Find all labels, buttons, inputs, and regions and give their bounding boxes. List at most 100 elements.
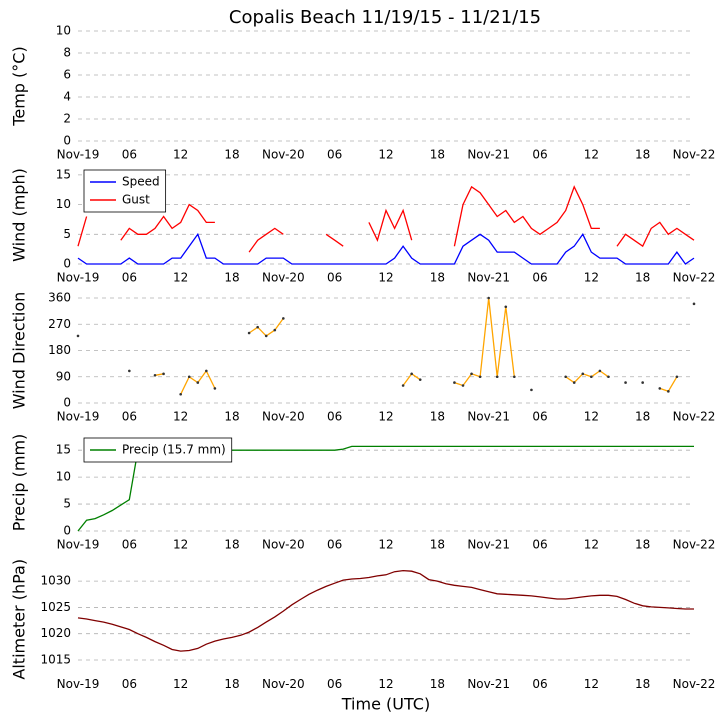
x-tick-label: 12	[378, 271, 393, 285]
x-tick-label: 12	[378, 148, 393, 162]
point	[581, 372, 585, 376]
point	[247, 331, 251, 335]
y-tick-label: 10	[56, 197, 71, 211]
x-tick-label: 18	[635, 148, 650, 162]
x-tick-label: Nov-19	[57, 677, 100, 691]
y-tick-label: 5	[63, 497, 71, 511]
x-tick-label: Nov-21	[467, 538, 510, 552]
y-tick-label: 15	[56, 167, 71, 181]
point	[410, 372, 413, 376]
x-tick-label: 12	[584, 410, 599, 424]
point	[667, 390, 670, 393]
x-tick-label: 12	[173, 410, 188, 424]
x-tick-label: 06	[327, 538, 342, 552]
y-axis-label: Precip (mm)	[10, 434, 29, 532]
point	[692, 302, 696, 306]
y-axis-label: Altimeter (hPa)	[10, 559, 29, 680]
x-tick-label: Nov-20	[262, 148, 305, 162]
point	[641, 381, 644, 384]
point	[273, 328, 277, 332]
point	[128, 369, 131, 373]
y-axis-label: Temp (°C)	[10, 46, 29, 126]
x-axis-label: Time (UTC)	[341, 695, 430, 714]
x-tick-label: Nov-20	[262, 677, 305, 691]
y-tick-label: 10	[56, 24, 71, 38]
point	[504, 305, 508, 309]
y-tick-label: 0	[63, 134, 71, 148]
x-tick-label: 12	[584, 677, 599, 691]
y-tick-label: 0	[63, 396, 71, 410]
y-tick-label: 1015	[40, 652, 71, 666]
legend-label: Speed	[122, 175, 160, 189]
x-tick-label: Nov-21	[467, 410, 510, 424]
point	[418, 378, 422, 381]
y-tick-label: 6	[63, 68, 71, 82]
series-line	[155, 298, 694, 394]
x-tick-label: Nov-20	[262, 271, 305, 285]
x-tick-label: 12	[378, 410, 393, 424]
point	[495, 375, 499, 379]
x-tick-label: 18	[430, 677, 445, 691]
y-tick-label: 270	[48, 317, 71, 331]
x-tick-label: Nov-21	[467, 271, 510, 285]
point	[478, 375, 482, 379]
x-tick-label: 18	[635, 677, 650, 691]
x-tick-label: Nov-22	[673, 677, 716, 691]
x-tick-label: Nov-21	[467, 677, 510, 691]
y-tick-label: 2	[63, 112, 71, 126]
x-tick-label: 18	[430, 148, 445, 162]
x-tick-label: 06	[122, 677, 137, 691]
x-tick-label: 18	[635, 410, 650, 424]
y-tick-label: 90	[56, 369, 71, 383]
x-tick-label: 06	[532, 410, 547, 424]
point	[461, 384, 465, 387]
y-tick-label: 5	[63, 227, 71, 241]
point	[598, 369, 602, 373]
y-tick-label: 1020	[40, 626, 71, 640]
x-tick-label: 18	[224, 538, 239, 552]
y-axis-label: Wind (mph)	[10, 168, 29, 262]
x-tick-label: 12	[173, 148, 188, 162]
point	[572, 381, 576, 384]
x-tick-label: Nov-19	[57, 410, 100, 424]
point	[162, 372, 165, 376]
series-line	[77, 569, 694, 652]
x-tick-label: 06	[532, 677, 547, 691]
y-tick-label: 1025	[40, 600, 71, 614]
x-tick-label: 18	[635, 271, 650, 285]
x-tick-label: Nov-20	[262, 538, 305, 552]
legend-label: Gust	[122, 193, 150, 207]
point	[607, 375, 610, 379]
point	[658, 387, 662, 390]
x-tick-label: 12	[378, 538, 393, 552]
legend: Precip (15.7 mm)	[83, 437, 233, 463]
x-tick-label: 18	[430, 538, 445, 552]
point	[624, 381, 627, 384]
x-tick-label: 06	[532, 538, 547, 552]
x-tick-label: Nov-21	[467, 148, 510, 162]
point	[76, 334, 80, 338]
point	[487, 296, 490, 300]
x-tick-label: Nov-19	[57, 271, 100, 285]
y-tick-label: 180	[48, 343, 71, 357]
x-tick-label: 06	[122, 410, 137, 424]
point	[256, 325, 259, 329]
x-tick-label: 18	[224, 677, 239, 691]
point	[513, 375, 516, 379]
x-tick-label: 12	[584, 148, 599, 162]
y-tick-label: 8	[63, 46, 71, 60]
x-tick-label: 06	[122, 148, 137, 162]
x-tick-label: 12	[173, 271, 188, 285]
y-tick-label: 15	[56, 443, 71, 457]
point	[453, 381, 456, 384]
chart-title: Copalis Beach 11/19/15 - 11/21/15	[229, 7, 541, 28]
point	[179, 392, 182, 396]
point	[590, 375, 593, 379]
point	[564, 375, 567, 379]
x-tick-label: 18	[430, 271, 445, 285]
point	[470, 372, 473, 376]
x-tick-label: 18	[224, 148, 239, 162]
point	[213, 387, 217, 390]
